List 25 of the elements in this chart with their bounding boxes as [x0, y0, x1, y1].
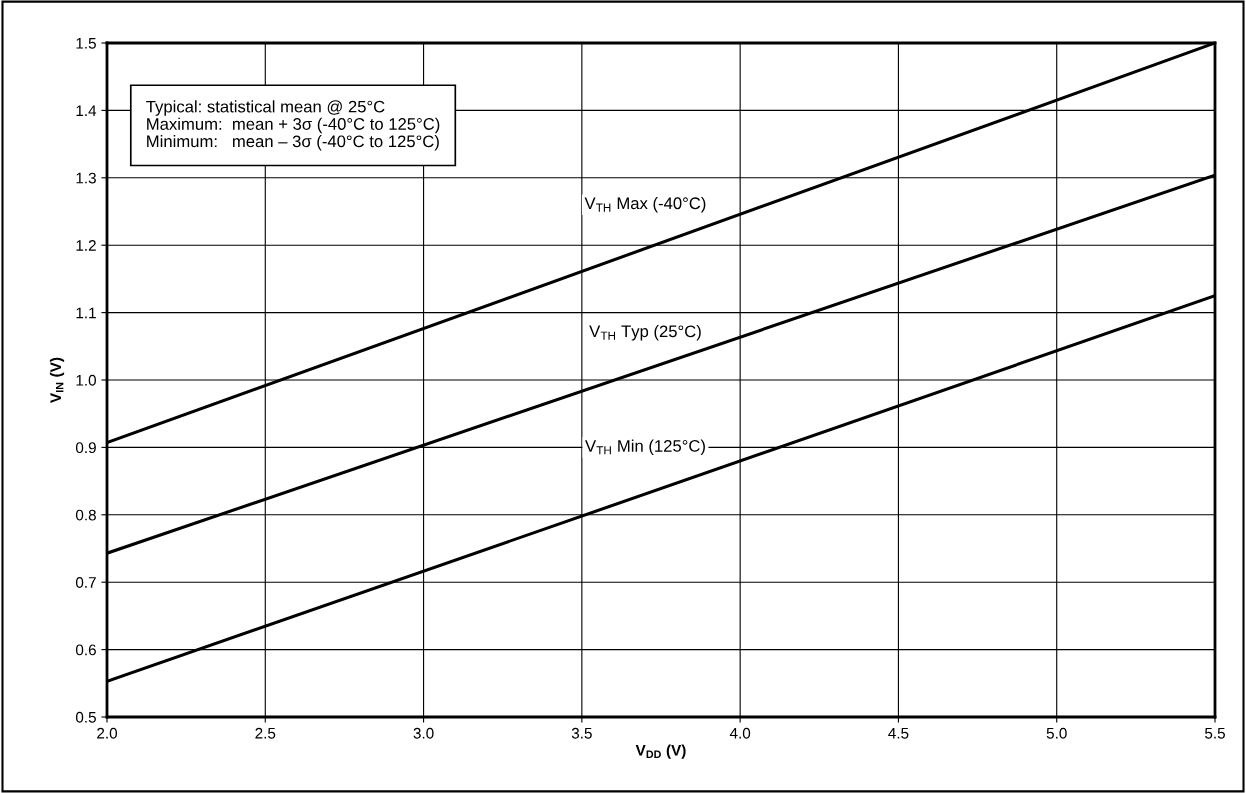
- y-tick-label: 0.9: [75, 442, 96, 454]
- y-tick-label: 1.4: [76, 105, 97, 116]
- y-tick-label: 1.2: [76, 240, 96, 251]
- y-tick-label: 1.3: [76, 172, 96, 184]
- y-tick-label: 0.5: [75, 711, 96, 723]
- y-axis-title: V$_{IN}$ (V): [49, 357, 65, 403]
- annotation: Typical: statistical mean @ 25°C Maximum: mean + 3σ (-40°C to 125°C) Minimum: mean – 3σ (-40°C to 125°C): [146, 100, 440, 151]
- y-tick-label: 0.8: [75, 509, 96, 521]
- x-tick-label: 3.5: [571, 727, 592, 739]
- x-axis-title: V$_{DD}$ (V): [635, 744, 686, 759]
- x-tick-label: 3.0: [413, 727, 434, 739]
- x-tick-label: 5.5: [1204, 727, 1225, 739]
- x-tick-label: 5.0: [1046, 727, 1067, 739]
- x-tick-label: 2.5: [255, 727, 276, 739]
- annotation: V$_{TH}$ Min (125°C): [585, 439, 705, 456]
- y-tick-label: 0.6: [75, 644, 96, 656]
- y-tick-label: 0.7: [75, 577, 96, 588]
- x-tick-label: 4.5: [888, 727, 909, 739]
- annotation: V$_{TH}$ Typ (25°C): [589, 324, 701, 341]
- y-tick-label: 1.0: [76, 374, 96, 386]
- y-tick-label: 1.5: [76, 38, 96, 49]
- x-tick-label: 4.0: [729, 727, 751, 739]
- x-tick-label: 2.0: [97, 727, 118, 739]
- annotation: V$_{TH}$ Max (-40°C): [584, 196, 706, 213]
- y-tick-label: 1.1: [76, 307, 96, 319]
